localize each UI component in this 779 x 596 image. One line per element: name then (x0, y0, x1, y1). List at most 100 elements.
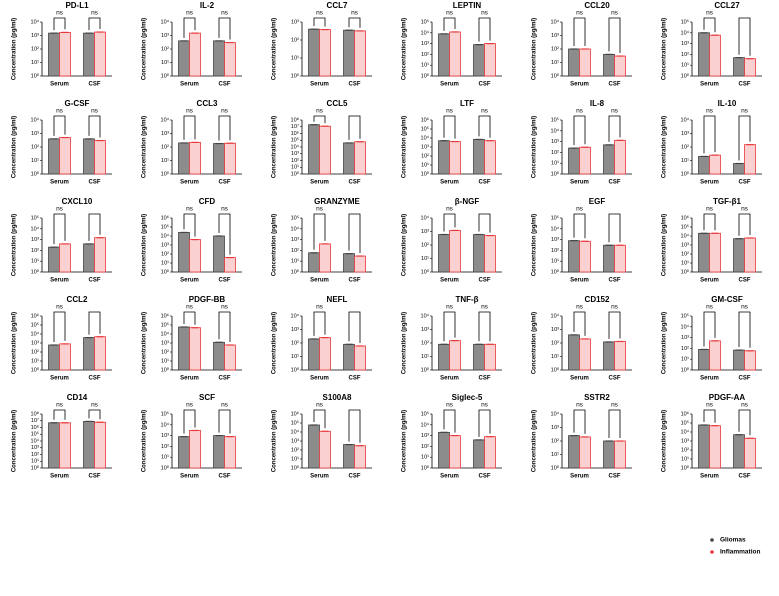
y-tick-label: 10⁸ (31, 410, 39, 417)
y-tick-label: 10⁴ (291, 225, 300, 232)
y-tick-label: 10² (161, 349, 169, 355)
bar (48, 138, 60, 175)
x-tick-label: CSF (219, 474, 231, 480)
x-tick-label: CSF (609, 278, 621, 284)
bar (213, 40, 225, 77)
y-tick-label: 10⁴ (551, 127, 560, 134)
significance-bracket (608, 409, 621, 438)
significance-bracket (573, 409, 586, 434)
y-tick-label: 10⁵ (681, 18, 689, 25)
y-tick-label: 10² (291, 340, 299, 346)
x-tick-label: CSF (219, 376, 231, 382)
significance-label: ns (316, 206, 324, 213)
y-tick-label: 10² (31, 248, 39, 254)
x-tick-label: CSF (479, 376, 491, 382)
y-tick-label: 10³ (291, 151, 299, 157)
x-tick-label: Serum (310, 278, 329, 284)
y-tick-label: 10¹ (31, 459, 39, 465)
bar (224, 142, 236, 175)
y-axis-label: Concentration (pg/ml) (272, 410, 278, 472)
y-tick-label: 10³ (161, 433, 169, 439)
bar (189, 239, 201, 273)
y-tick-label: 10¹ (421, 256, 429, 262)
y-tick-label: 10¹ (421, 354, 429, 360)
y-tick-label: 10⁵ (551, 214, 559, 221)
bar (319, 29, 331, 77)
legend-label: Inflammation (720, 549, 760, 556)
x-tick-label: CSF (739, 82, 751, 88)
bar (83, 421, 95, 469)
significance-bracket (313, 311, 326, 336)
significance-label: ns (706, 402, 714, 409)
y-tick-label: 10⁶ (31, 424, 39, 431)
y-tick-label: 10⁰ (31, 170, 40, 177)
y-tick-label: 10² (421, 340, 429, 346)
significance-label: ns (611, 108, 619, 115)
y-tick-label: 10³ (161, 242, 169, 248)
significance-label: ns (741, 402, 749, 409)
x-tick-label: Serum (570, 474, 589, 480)
y-tick-label: 10⁰ (421, 72, 430, 79)
bar (449, 31, 461, 77)
x-tick-label: CSF (739, 278, 751, 284)
significance-label: ns (576, 108, 584, 115)
y-tick-label: 10³ (421, 433, 429, 439)
y-tick-label: 10² (681, 144, 689, 150)
panel-title: CCL27 (714, 1, 740, 10)
y-axis-label: Concentration (pg/ml) (12, 18, 18, 80)
y-axis-label: Concentration (pg/ml) (402, 312, 408, 374)
y-tick-label: 10¹ (291, 456, 299, 462)
y-tick-label: 10⁴ (551, 225, 560, 232)
y-tick-label: 10⁰ (681, 72, 690, 79)
significance-label: ns (221, 206, 229, 213)
y-tick-label: 10⁴ (681, 428, 690, 435)
significance-bracket (348, 17, 361, 28)
y-tick-label: 10⁵ (31, 431, 39, 438)
y-tick-label: 10¹ (161, 358, 169, 364)
y-tick-label: 10⁰ (551, 366, 560, 373)
bar (484, 235, 496, 273)
bar (83, 243, 95, 273)
y-tick-label: 10³ (291, 438, 299, 444)
significance-label: ns (481, 108, 489, 115)
x-tick-label: Serum (180, 474, 199, 480)
bar (744, 437, 756, 469)
y-tick-label: 10¹ (681, 260, 689, 266)
bar (698, 156, 710, 175)
y-tick-label: 10² (291, 447, 299, 453)
y-tick-label: 10⁵ (161, 223, 169, 230)
significance-label: ns (186, 108, 194, 115)
y-tick-label: 10² (421, 153, 429, 159)
y-tick-label: 10⁰ (421, 170, 430, 177)
significance-label: ns (91, 402, 99, 409)
x-tick-label: Serum (700, 474, 719, 480)
y-tick-label: 10¹ (551, 161, 559, 167)
y-tick-label: 10⁰ (421, 366, 430, 373)
y-tick-label: 10² (421, 444, 429, 450)
y-tick-label: 10¹ (31, 259, 39, 265)
bar (568, 334, 580, 371)
bar (733, 434, 745, 469)
y-tick-label: 10⁰ (421, 268, 430, 275)
y-tick-label: 10⁴ (161, 421, 170, 428)
y-tick-label: 10⁰ (551, 72, 560, 79)
y-tick-label: 10¹ (551, 60, 559, 66)
x-tick-label: Serum (310, 376, 329, 382)
bar (308, 424, 320, 469)
significance-bracket (218, 115, 231, 141)
x-tick-label: CSF (739, 180, 751, 186)
y-tick-label: 10⁵ (421, 125, 429, 132)
y-axis-label: Concentration (pg/ml) (272, 312, 278, 374)
y-axis-label: Concentration (pg/ml) (272, 214, 278, 276)
bar (744, 144, 756, 175)
bar (319, 243, 331, 273)
y-tick-label: 10⁴ (291, 312, 300, 319)
significance-bracket (218, 409, 231, 434)
x-tick-label: Serum (50, 82, 69, 88)
significance-bracket (313, 115, 326, 124)
x-tick-label: CSF (349, 376, 361, 382)
y-tick-label: 10¹ (681, 456, 689, 462)
significance-label: ns (221, 402, 229, 409)
y-axis-label: Concentration (pg/ml) (532, 116, 538, 178)
significance-bracket (703, 115, 716, 154)
